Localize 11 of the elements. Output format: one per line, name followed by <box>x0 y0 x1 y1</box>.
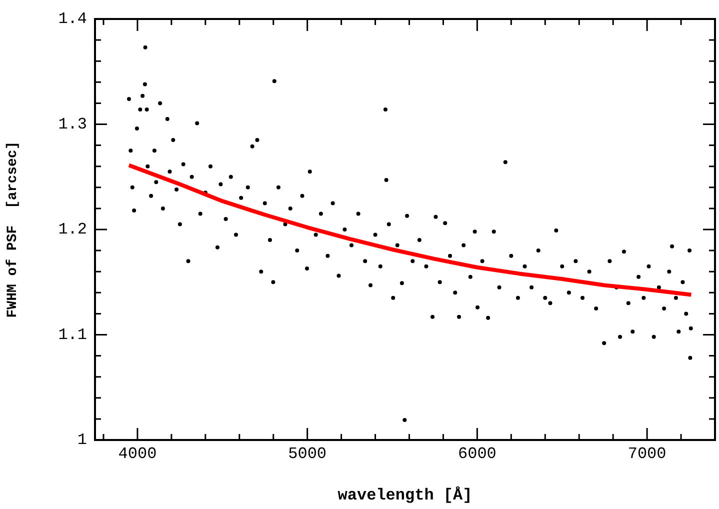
x-tick-label: 7000 <box>628 444 666 463</box>
x-tick-label: 4000 <box>118 444 157 463</box>
y-tick-label: 1.1 <box>58 326 87 344</box>
y-tick-label: 1.2 <box>58 220 87 239</box>
y-tick-label: 1.3 <box>58 115 87 134</box>
y-tick-label: 1 <box>77 431 87 450</box>
x-tick-label: 6000 <box>458 444 496 463</box>
x-tick-label: 5000 <box>288 444 327 463</box>
y-tick-label: 1.4 <box>58 10 87 28</box>
x-axis-title: wavelength [Å] <box>338 485 472 504</box>
y-axis-title: FWHM of PSF [arcsec] <box>4 141 21 318</box>
